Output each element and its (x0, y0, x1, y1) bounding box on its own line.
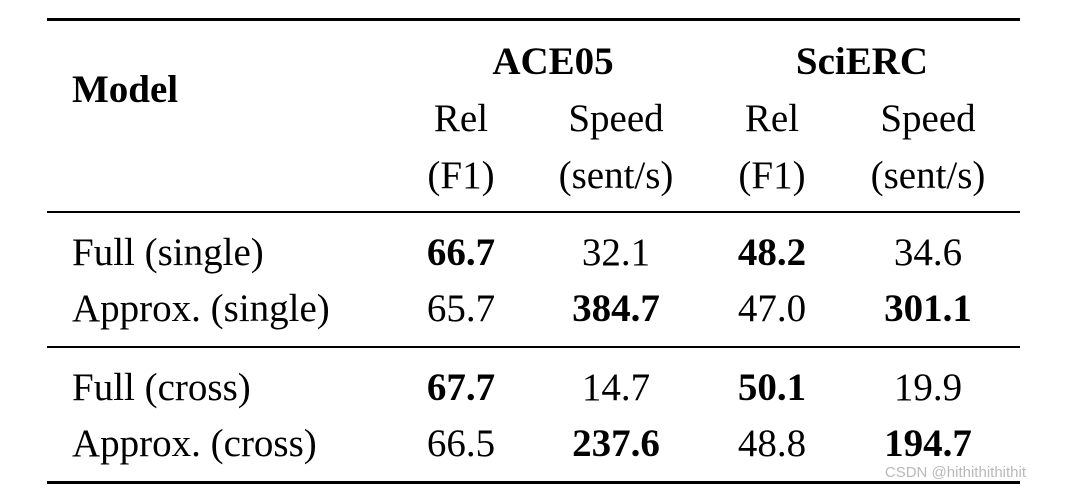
group-rule (47, 346, 1020, 348)
scierc-rel-header: Rel (744, 97, 800, 140)
table-cell: 32.1 (581, 231, 651, 274)
table-cell: 48.2 (737, 231, 807, 274)
model-header: Model (72, 68, 179, 111)
table-cell: 48.8 (737, 422, 807, 465)
table-cell: 237.6 (572, 422, 660, 465)
ace05-speed-header: Speed (568, 97, 664, 140)
scierc-rel-unit: (F1) (738, 154, 806, 197)
row-model-label: Approx. (single) (72, 287, 330, 330)
table-cell: 14.7 (581, 366, 651, 409)
ace05-rel-header: Rel (433, 97, 489, 140)
table-cell: 47.0 (737, 287, 807, 330)
table-cell: 19.9 (893, 366, 963, 409)
row-model-label: Approx. (cross) (72, 422, 317, 465)
watermark: CSDN @hithithithithit (884, 464, 1026, 481)
header-rule (47, 211, 1020, 213)
table-cell: 66.7 (426, 231, 496, 274)
scierc-speed-header: Speed (880, 97, 976, 140)
ace05-rel-unit: (F1) (427, 154, 495, 197)
scierc-header: SciERC (795, 40, 929, 83)
ace05-speed-unit: (sent/s) (558, 154, 674, 197)
table-cell: 301.1 (884, 287, 972, 330)
bottom-rule (47, 481, 1020, 484)
table-cell: 194.7 (884, 422, 972, 465)
table-cell: 50.1 (737, 366, 807, 409)
table-cell: 34.6 (893, 231, 963, 274)
top-rule (47, 18, 1020, 21)
row-model-label: Full (single) (72, 231, 264, 274)
table-cell: 66.5 (426, 422, 496, 465)
row-model-label: Full (cross) (72, 366, 251, 409)
table-cell: 384.7 (572, 287, 660, 330)
table-cell: 67.7 (426, 366, 496, 409)
table-cell: 65.7 (426, 287, 496, 330)
ace05-header: ACE05 (492, 40, 614, 83)
scierc-speed-unit: (sent/s) (870, 154, 986, 197)
